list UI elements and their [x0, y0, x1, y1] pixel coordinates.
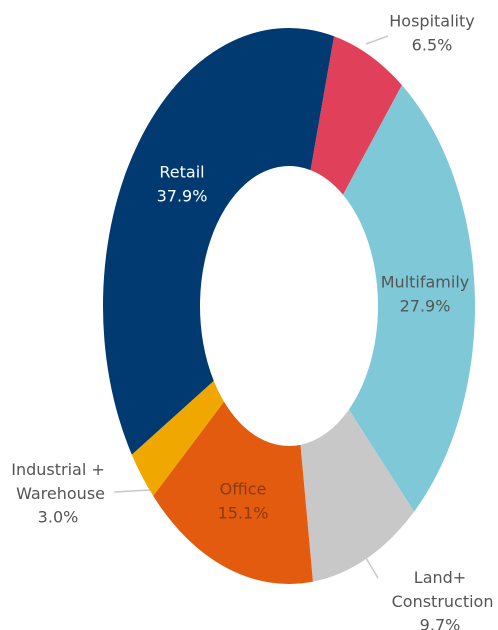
donut-slice	[103, 27, 334, 455]
slice-label: Office	[220, 480, 267, 499]
slice-value-label: 27.9%	[400, 297, 451, 316]
slice-label: Land+ Construction	[387, 568, 494, 611]
slice-value-label: 3.0%	[38, 508, 79, 527]
donut-slice	[310, 36, 402, 195]
slice-value-label: 15.1%	[218, 504, 269, 523]
slice-label: Industrial + Warehouse	[11, 460, 105, 503]
slice-label: Multifamily	[381, 273, 470, 292]
leader-line	[113, 489, 151, 493]
slice-label: Retail	[159, 163, 204, 182]
donut-slice	[131, 380, 225, 496]
donut-slice	[300, 409, 415, 582]
slice-label: Hospitality	[389, 12, 474, 31]
donut-slice	[343, 85, 476, 512]
slice-value-label: 6.5%	[412, 36, 453, 55]
slice-value-label: 9.7%	[420, 616, 461, 630]
slice-value-label: 37.9%	[157, 187, 208, 206]
donut-slice	[153, 401, 313, 584]
leader-line	[365, 35, 389, 45]
